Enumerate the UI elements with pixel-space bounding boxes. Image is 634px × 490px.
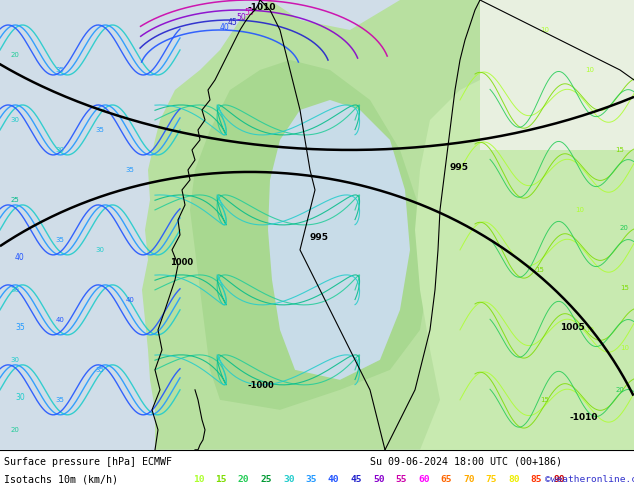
Text: 1005: 1005 (560, 323, 585, 332)
Bar (480, 0, 634, 150)
Text: 40: 40 (126, 297, 134, 303)
Text: 35: 35 (56, 67, 65, 73)
Text: 30: 30 (15, 393, 25, 402)
Text: 10: 10 (576, 207, 585, 213)
Text: 85: 85 (531, 475, 542, 485)
Text: 30: 30 (56, 147, 65, 153)
Text: 80: 80 (508, 475, 519, 485)
Text: 15: 15 (216, 475, 227, 485)
Polygon shape (190, 60, 430, 410)
Text: 15: 15 (541, 397, 550, 403)
Text: -1010: -1010 (570, 413, 598, 422)
Text: 25: 25 (11, 197, 20, 203)
Text: 10: 10 (586, 327, 595, 333)
Text: 35: 35 (96, 367, 105, 373)
Text: 35: 35 (306, 475, 317, 485)
Text: ©weatheronline.co.uk: ©weatheronline.co.uk (545, 475, 634, 485)
Text: 40: 40 (15, 253, 25, 262)
Text: 55: 55 (396, 475, 407, 485)
Text: 995: 995 (450, 163, 469, 172)
Text: 50: 50 (373, 475, 384, 485)
Polygon shape (400, 60, 634, 450)
Text: 20: 20 (238, 475, 250, 485)
Text: 15: 15 (620, 285, 629, 291)
Text: 35: 35 (126, 167, 134, 173)
Text: 45: 45 (228, 18, 238, 27)
Text: 15: 15 (536, 267, 545, 273)
Text: 35: 35 (15, 323, 25, 332)
Text: 35: 35 (56, 397, 65, 403)
Text: 10: 10 (193, 475, 205, 485)
Text: 1000: 1000 (170, 258, 193, 267)
Text: 60: 60 (418, 475, 429, 485)
Text: Surface pressure [hPa] ECMWF: Surface pressure [hPa] ECMWF (4, 457, 172, 467)
Text: Su 09-06-2024 18:00 UTC (00+186): Su 09-06-2024 18:00 UTC (00+186) (370, 457, 562, 467)
Text: 90: 90 (553, 475, 564, 485)
Text: 65: 65 (441, 475, 452, 485)
Text: 75: 75 (486, 475, 497, 485)
Text: 30: 30 (11, 357, 20, 363)
Text: 40: 40 (328, 475, 339, 485)
Text: 30: 30 (11, 117, 20, 123)
Text: 30: 30 (283, 475, 295, 485)
Text: 15: 15 (616, 147, 624, 153)
Text: 995: 995 (310, 233, 329, 242)
Text: 50: 50 (236, 13, 246, 22)
Text: 35: 35 (56, 237, 65, 243)
Polygon shape (142, 0, 634, 450)
Text: 20: 20 (11, 52, 20, 58)
Text: 40: 40 (220, 23, 230, 32)
Text: 10: 10 (541, 27, 550, 33)
Text: 55: 55 (244, 8, 254, 17)
Text: Isotachs 10m (km/h): Isotachs 10m (km/h) (4, 475, 118, 485)
Text: 70: 70 (463, 475, 474, 485)
Text: 25: 25 (261, 475, 272, 485)
Text: 30: 30 (96, 247, 105, 253)
Polygon shape (268, 100, 410, 380)
Text: -1010: -1010 (248, 3, 276, 12)
Text: 20: 20 (11, 427, 20, 433)
Text: 20: 20 (620, 225, 629, 231)
Text: 10: 10 (586, 67, 595, 73)
Text: 30: 30 (11, 287, 20, 293)
Text: -1000: -1000 (248, 381, 275, 390)
Text: 40: 40 (56, 317, 65, 323)
Text: 20: 20 (616, 387, 624, 393)
Text: 35: 35 (96, 127, 105, 133)
Text: 45: 45 (351, 475, 362, 485)
Text: 10: 10 (620, 345, 629, 351)
